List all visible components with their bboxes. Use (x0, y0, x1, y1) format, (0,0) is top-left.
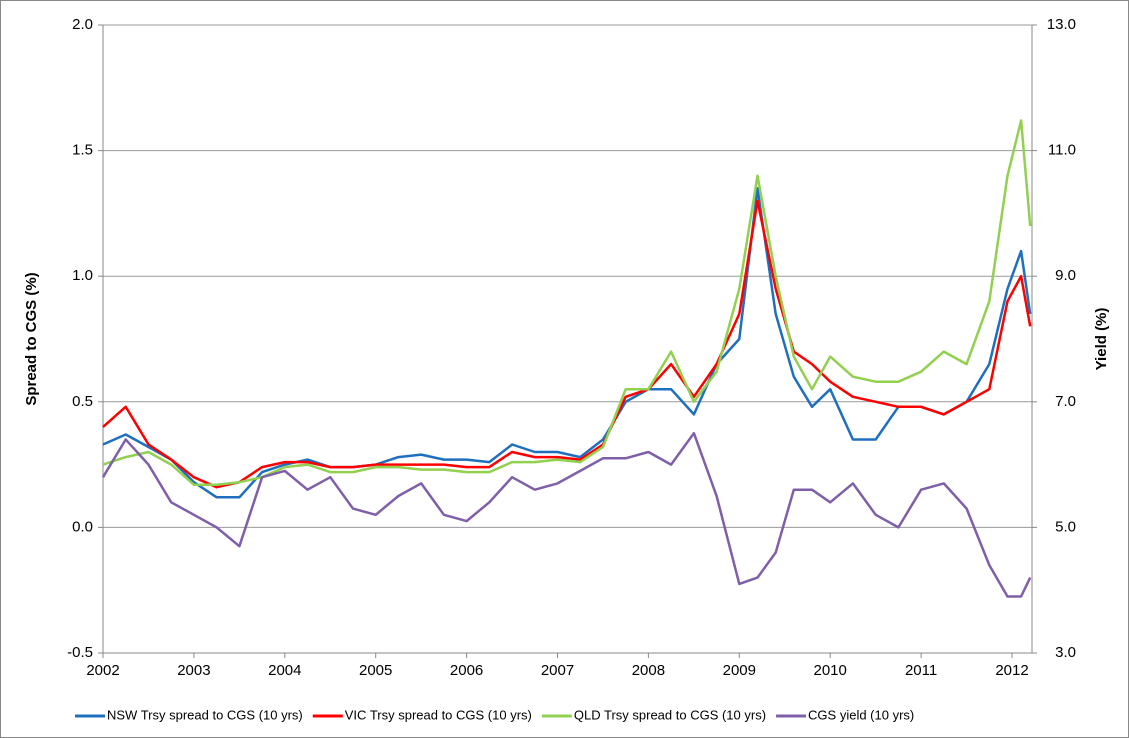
y2-tick-label: 5.0 (1055, 518, 1076, 535)
series-line (102, 199, 1032, 489)
x-tick-label: 2003 (177, 662, 210, 679)
legend-label: CGS yield (10 yrs) (808, 707, 914, 722)
y-tick-label: -0.5 (67, 644, 93, 661)
series-line (102, 187, 1032, 499)
x-tick-label: 2006 (450, 662, 483, 679)
y2-tick-label: 13.0 (1047, 16, 1076, 33)
y2-tick-label: 11.0 (1048, 142, 1076, 159)
y2-tick-label: 3.0 (1055, 644, 1076, 661)
y2-tick-label: 7.0 (1055, 393, 1076, 410)
x-tick-label: 2010 (814, 662, 847, 679)
y-tick-label: 0.0 (72, 518, 93, 535)
x-tick-label: 2011 (905, 662, 937, 679)
legend-label: NSW Trsy spread to CGS (10 yrs) (107, 707, 303, 722)
x-tick-label: 2007 (541, 662, 574, 679)
y-tick-label: 1.0 (72, 267, 93, 284)
x-tick-label: 2012 (995, 662, 1028, 679)
y-tick-label: 0.5 (72, 393, 93, 410)
y-tick-label: 1.5 (72, 142, 93, 159)
x-tick-label: 2002 (86, 662, 119, 679)
legend-label: QLD Trsy spread to CGS (10 yrs) (574, 707, 766, 722)
legend-label: VIC Trsy spread to CGS (10 yrs) (345, 707, 532, 722)
x-tick-label: 2004 (268, 662, 301, 679)
y2-tick-label: 9.0 (1055, 267, 1076, 284)
x-tick-label: 2008 (632, 662, 665, 679)
y-axis-title: Spread to CGS (%) (23, 272, 40, 405)
legend: NSW Trsy spread to CGS (10 yrs) VIC Trsy … (75, 707, 914, 722)
x-tick-label: 2009 (723, 662, 756, 679)
x-tick-label: 2005 (359, 662, 392, 679)
y2-axis-title: Yield (%) (1093, 308, 1110, 371)
series-line (101, 431, 1032, 598)
y-tick-label: 2.0 (72, 16, 93, 33)
